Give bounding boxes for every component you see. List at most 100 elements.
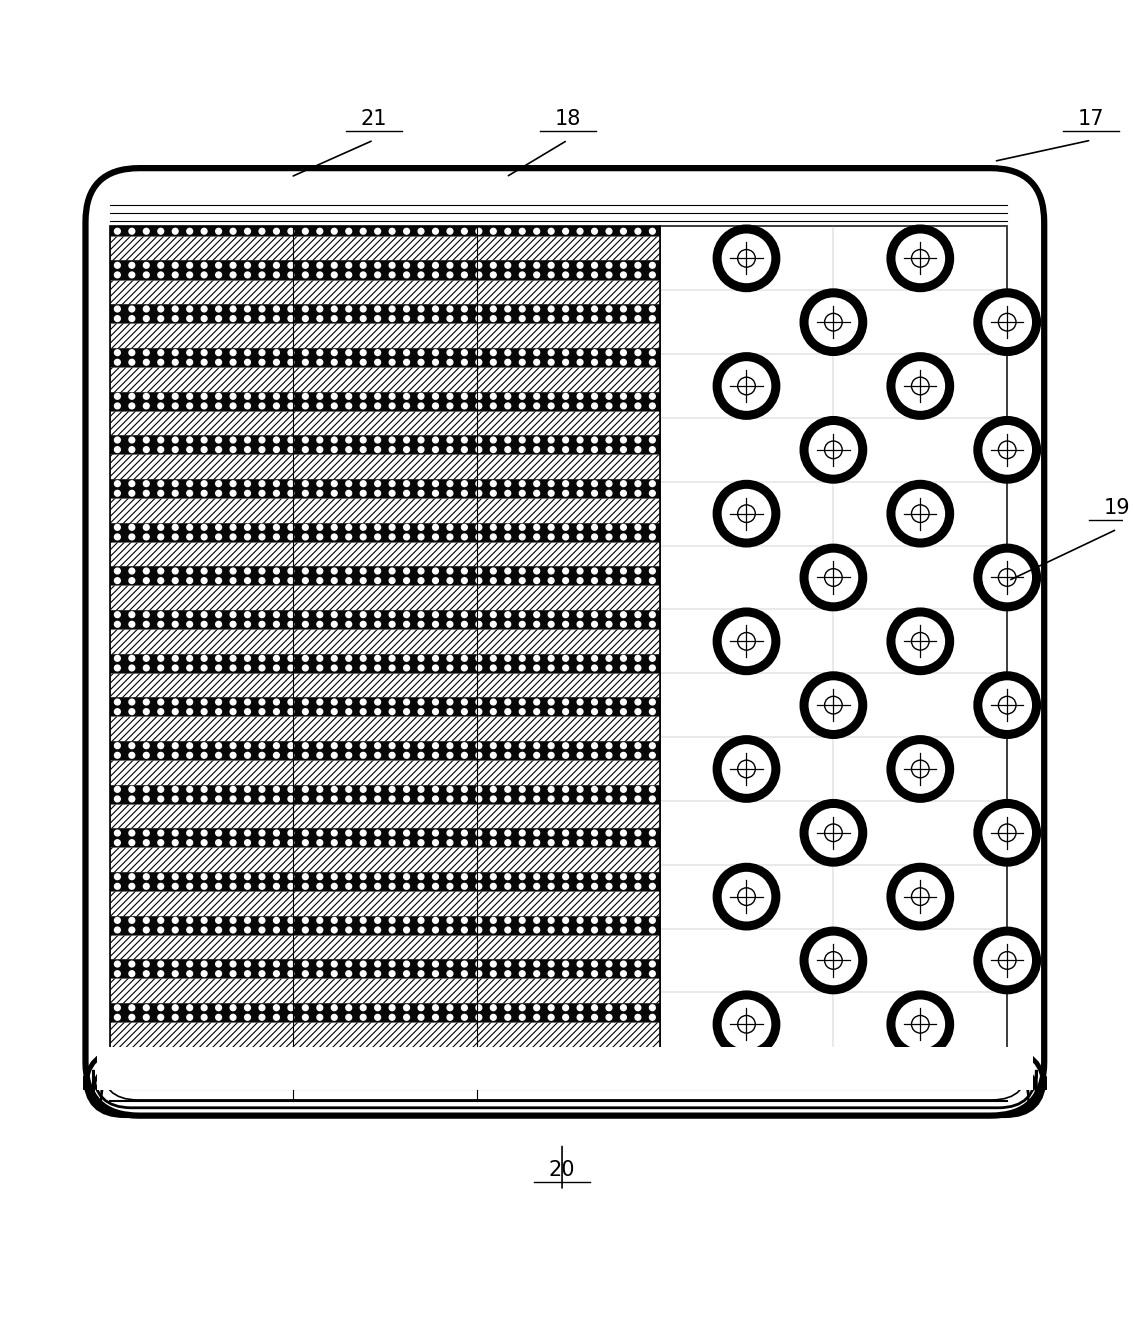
Circle shape [172, 742, 178, 749]
Circle shape [129, 306, 135, 312]
Circle shape [215, 1015, 221, 1020]
Circle shape [505, 491, 511, 496]
Circle shape [360, 830, 366, 836]
Circle shape [375, 840, 381, 845]
Circle shape [433, 306, 438, 312]
Circle shape [129, 568, 135, 574]
Circle shape [621, 840, 627, 845]
Circle shape [245, 655, 250, 662]
Circle shape [403, 480, 409, 487]
Circle shape [448, 404, 453, 409]
Circle shape [634, 349, 641, 356]
Circle shape [114, 611, 120, 618]
Circle shape [825, 314, 842, 331]
Circle shape [202, 927, 207, 933]
Circle shape [172, 655, 178, 662]
Circle shape [157, 524, 163, 531]
Circle shape [114, 229, 120, 234]
Circle shape [375, 655, 381, 662]
Circle shape [172, 1049, 178, 1054]
Circle shape [418, 578, 424, 583]
Circle shape [273, 404, 280, 409]
Circle shape [804, 548, 862, 607]
Circle shape [621, 393, 627, 400]
Circle shape [534, 699, 539, 705]
Circle shape [172, 273, 178, 278]
Circle shape [390, 568, 395, 574]
Circle shape [331, 917, 338, 923]
Circle shape [634, 1049, 641, 1054]
Circle shape [144, 611, 150, 618]
Circle shape [591, 491, 597, 496]
Circle shape [129, 316, 135, 321]
Circle shape [491, 447, 496, 452]
Circle shape [230, 611, 236, 618]
Circle shape [202, 1005, 207, 1011]
Circle shape [230, 437, 236, 443]
Circle shape [114, 971, 120, 976]
Circle shape [114, 447, 120, 452]
Circle shape [433, 917, 438, 923]
Circle shape [548, 262, 554, 269]
Circle shape [448, 709, 453, 714]
Circle shape [418, 971, 424, 976]
Circle shape [346, 1049, 351, 1054]
Circle shape [202, 873, 207, 880]
Circle shape [157, 611, 163, 618]
Circle shape [998, 569, 1016, 586]
Circle shape [448, 578, 453, 583]
Bar [110, 357, 659, 366]
Circle shape [390, 306, 395, 312]
Circle shape [519, 796, 525, 802]
Circle shape [259, 611, 265, 618]
Circle shape [317, 437, 323, 443]
Circle shape [215, 927, 221, 933]
Circle shape [114, 753, 120, 758]
Circle shape [403, 437, 409, 443]
Circle shape [375, 742, 381, 749]
Circle shape [245, 1005, 250, 1011]
Circle shape [187, 927, 193, 933]
Circle shape [346, 786, 351, 792]
Circle shape [187, 273, 193, 278]
Circle shape [288, 273, 293, 278]
Circle shape [577, 534, 583, 540]
Circle shape [259, 1005, 265, 1011]
Circle shape [418, 665, 424, 671]
Circle shape [461, 611, 467, 618]
Circle shape [129, 927, 135, 933]
Circle shape [591, 840, 597, 845]
Circle shape [129, 404, 135, 409]
Circle shape [245, 349, 250, 356]
Circle shape [403, 229, 409, 234]
Circle shape [448, 971, 453, 976]
Circle shape [375, 873, 381, 880]
Circle shape [202, 699, 207, 705]
Circle shape [978, 421, 1037, 479]
Circle shape [390, 404, 395, 409]
Circle shape [230, 229, 236, 234]
Circle shape [202, 437, 207, 443]
Circle shape [172, 316, 178, 321]
Circle shape [448, 262, 453, 269]
Circle shape [978, 292, 1037, 352]
Circle shape [273, 349, 280, 356]
Circle shape [346, 534, 351, 540]
Circle shape [215, 873, 221, 880]
Circle shape [563, 840, 569, 845]
Circle shape [259, 360, 265, 365]
Circle shape [360, 796, 366, 802]
Circle shape [606, 962, 612, 967]
Circle shape [461, 524, 467, 531]
Circle shape [346, 229, 351, 234]
Circle shape [331, 262, 338, 269]
Circle shape [461, 360, 467, 365]
Circle shape [331, 524, 338, 531]
Circle shape [634, 480, 641, 487]
Circle shape [390, 316, 395, 321]
Circle shape [563, 1005, 569, 1011]
Circle shape [331, 971, 338, 976]
Circle shape [606, 742, 612, 749]
Circle shape [360, 840, 366, 845]
Circle shape [433, 534, 438, 540]
